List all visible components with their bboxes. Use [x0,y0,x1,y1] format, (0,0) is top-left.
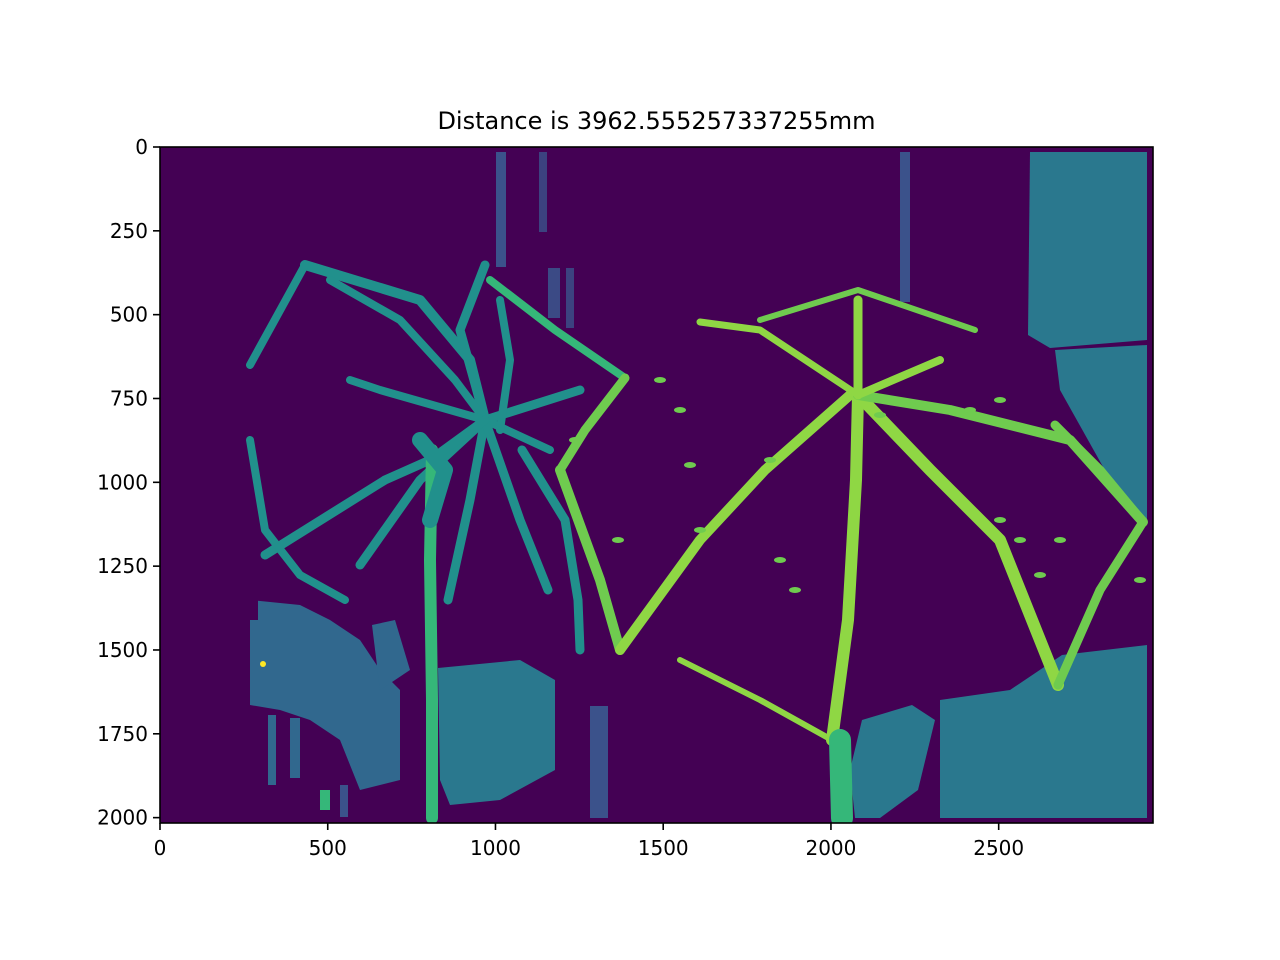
speckle-2 [694,527,706,533]
right-clutter [850,705,935,818]
left-rib-9 [443,415,490,605]
right-rib-5 [852,389,1064,691]
far-pole-4 [548,268,560,318]
left-clutter-1 [250,600,400,790]
y-tick-label-500: 500 [110,303,148,327]
speckle-17 [674,407,686,413]
left-rib-10 [480,415,553,595]
left-clutter-5 [290,718,300,778]
plot-frame [159,146,1154,824]
far-objects [496,152,910,328]
right-rib-8 [696,318,862,399]
right-wall-upper [1028,152,1147,348]
depth-speckles [260,377,1146,667]
x-axis-ticks: 0 500 1000 1500 2000 2500 [154,823,1024,860]
depth-map-image [160,147,1153,823]
center-post [590,706,608,818]
speckle-1 [684,462,696,468]
right-wall-mid [1055,345,1147,520]
speckle-3 [774,557,786,563]
bottom-post [340,785,348,817]
far-pole-2 [539,152,547,232]
x-tick-label-500: 500 [309,836,347,860]
mid-objects [250,152,1147,818]
right-rib-1 [555,373,630,475]
chart-title: Distance is 3962.555257337255mm [437,107,875,135]
right-rib-4 [826,389,864,746]
y-axis-ticks: 0 250 500 750 1000 1250 1500 1750 2000 [97,135,160,830]
left-rib-2 [246,261,309,369]
left-clutter-3 [372,620,410,690]
y-tick-label-2000: 2000 [97,806,148,830]
speckle-9 [1054,537,1066,543]
far-pole-1 [496,152,506,267]
speckle-5 [612,537,624,543]
y-tick-label-250: 250 [110,219,148,243]
bottom-chip [320,790,330,810]
speckle-12 [874,412,886,418]
speckle-4 [789,587,801,593]
y-tick-label-1250: 1250 [97,554,148,578]
x-tick-label-2000: 2000 [805,836,856,860]
speckle-13 [904,402,916,408]
left-rib-4 [326,276,489,424]
right-umbrella-shaft [829,729,853,823]
y-tick-label-1750: 1750 [97,722,148,746]
speckle-15 [1134,577,1146,583]
right-rib-13 [677,657,835,743]
right-umbrella-ribs [555,287,1148,823]
speckle-8 [1034,572,1046,578]
left-rib-11 [260,415,490,560]
speckle-10 [569,437,581,443]
far-pole-3 [900,152,910,302]
speckle-14 [964,407,976,413]
speckle-6 [994,517,1006,523]
y-tick-label-750: 750 [110,386,148,410]
left-rib-7 [481,416,554,454]
right-rib-3 [615,390,855,655]
right-rib-11 [1050,420,1148,527]
left-rib-13 [496,296,514,434]
y-tick-label-1500: 1500 [97,638,148,662]
x-tick-label-2500: 2500 [973,836,1024,860]
x-tick-label-0: 0 [154,836,167,860]
speckle-16 [994,397,1006,403]
left-gap [250,370,258,620]
x-tick-label-1000: 1000 [470,836,521,860]
left-hub-blob [412,432,453,528]
x-tick-label-1500: 1500 [638,836,689,860]
speckle-7 [1014,537,1026,543]
hot-spot [260,661,266,667]
left-rib-3 [455,260,490,425]
left-clutter-4 [268,715,276,785]
left-rib-12 [246,436,349,604]
left-rib-5 [346,376,489,424]
y-tick-label-1000: 1000 [97,470,148,494]
right-rib-10 [1053,517,1148,690]
left-umbrella-ribs [246,260,629,823]
left-rib-15 [517,445,585,655]
right-rib-7 [854,356,944,399]
right-wall-lower [940,645,1147,818]
speckle-18 [764,457,776,463]
left-clutter-2 [438,660,555,805]
speckle-11 [654,377,666,383]
far-pole-5 [566,268,574,328]
right-rib-2 [555,465,625,655]
y-tick-label-0: 0 [135,135,148,159]
left-rib-14 [486,276,629,382]
right-rib-12 [757,287,978,333]
